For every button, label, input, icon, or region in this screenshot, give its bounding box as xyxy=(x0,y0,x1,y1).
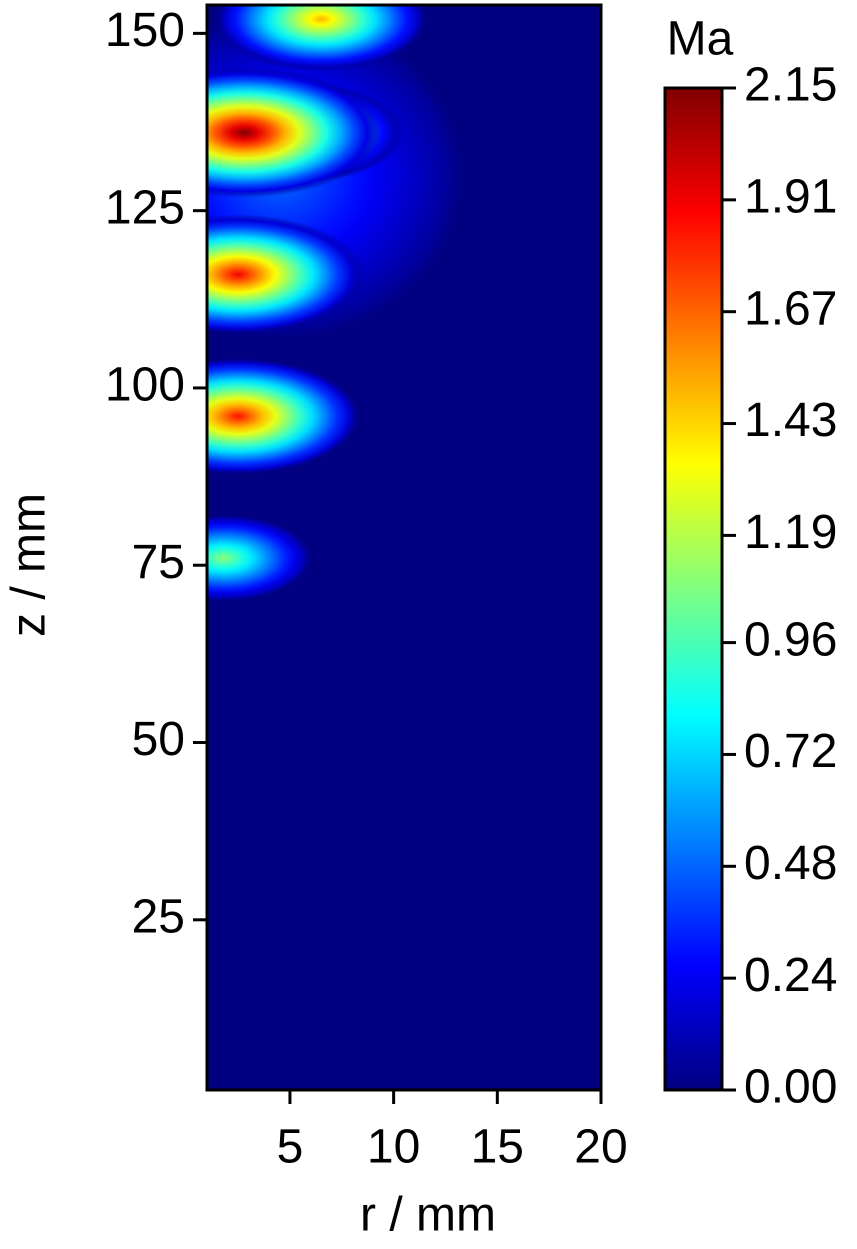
x-tick-label: 5 xyxy=(277,1121,304,1174)
hotspot xyxy=(207,214,364,335)
x-tick-label: 15 xyxy=(471,1121,524,1174)
y-tick-label: 125 xyxy=(105,181,185,234)
hotspot xyxy=(207,514,314,603)
y-axis-label: z / mm xyxy=(3,493,56,637)
y-tick-label: 150 xyxy=(105,4,185,57)
colorbar-tick-label: 1.91 xyxy=(744,171,837,224)
colorbar xyxy=(663,86,724,1092)
field xyxy=(207,5,601,1090)
colorbar-tick-label: 1.67 xyxy=(744,282,837,335)
y-tick-label: 75 xyxy=(132,536,185,589)
y-tick-label: 100 xyxy=(105,359,185,412)
y-tick-label: 50 xyxy=(132,713,185,766)
colorbar-tick-label: 0.24 xyxy=(744,949,837,1002)
hotspot xyxy=(213,5,429,72)
colorbar-tick-label: 2.15 xyxy=(744,59,837,112)
plot-frame xyxy=(205,3,603,1092)
x-tick-label: 10 xyxy=(367,1121,420,1174)
colorbar-tick-label: 0.00 xyxy=(744,1061,837,1114)
colorbar-tick-label: 0.72 xyxy=(744,725,837,778)
colorbar-tick-label: 1.19 xyxy=(744,506,837,559)
hotspot xyxy=(207,357,362,476)
x-axis-label: r / mm xyxy=(360,1189,496,1242)
x-tick-label: 20 xyxy=(574,1121,627,1174)
y-tick-label: 25 xyxy=(132,890,185,943)
colorbar-tick-label: 1.43 xyxy=(744,394,837,447)
colorbar-tick-label: 0.96 xyxy=(744,613,837,666)
colorbar-tick-label: 0.48 xyxy=(744,837,837,890)
colorbar-label: Ma xyxy=(667,13,734,66)
hotspot xyxy=(207,67,382,198)
